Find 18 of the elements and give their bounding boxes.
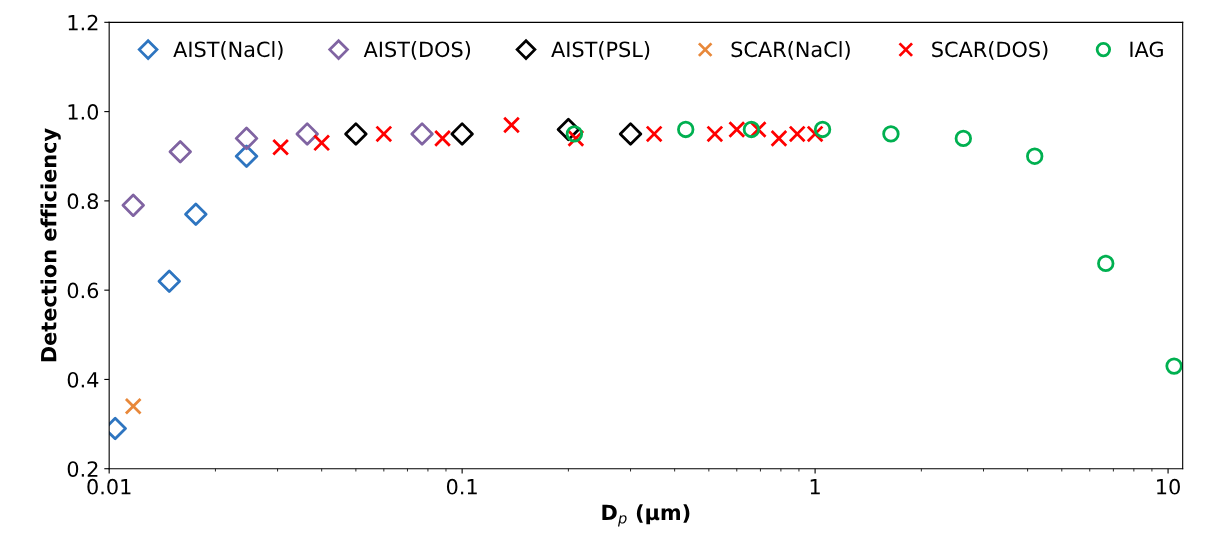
x-tick-label: 0.1 [446,478,477,495]
legend-label: AIST(PSL) [551,41,650,60]
y-tick-label: 0.8 [67,193,99,210]
legend-label: AIST(DOS) [363,41,471,60]
x-axis-title: D$_{p}$ (µm) [602,504,690,527]
y-tick-label: 0.6 [67,282,99,299]
x-tick-label: 0.01 [87,478,131,495]
y-tick-label: 1.2 [68,14,98,31]
y-axis-title: Detection efficiency [40,128,61,362]
x-tick-label: 10 [1157,478,1180,495]
legend-label: SCAR(NaCl) [731,41,850,60]
legend-label: SCAR(DOS) [932,41,1048,60]
x-tick-label: 1 [810,479,820,495]
y-tick-label: 0.4 [67,371,99,388]
legend-label: IAG [1130,41,1163,58]
y-tick-label: 0.2 [67,461,98,477]
legend-label: AIST(NaCl) [173,41,283,60]
y-tick-label: 1.0 [68,104,99,120]
